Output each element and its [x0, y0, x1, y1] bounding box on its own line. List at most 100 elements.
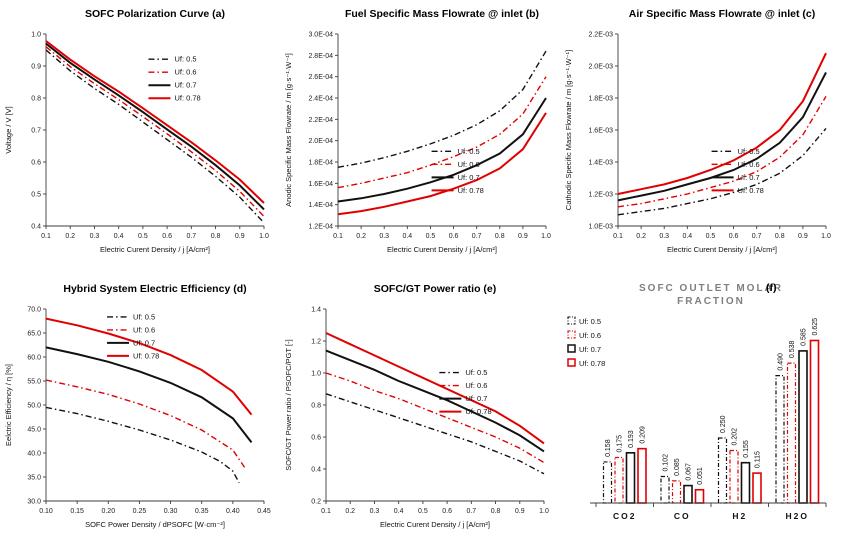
series-line-0.7 [45, 346, 253, 444]
legend-label: Uf: 0.7 [458, 173, 480, 182]
x-tick-label: 0.4 [402, 233, 412, 240]
y-axis-label: Cathodic Specific Mass Flowrate / m [g·s… [564, 50, 573, 210]
legend-label: Uf: 0.6 [174, 68, 196, 77]
y-tick-label: 1.4 [311, 307, 321, 314]
y-tick-label: 1.8E-04 [308, 160, 333, 167]
x-tick-label: 0.9 [798, 233, 808, 240]
legend-label: Uf: 0.6 [465, 381, 487, 390]
chart-title: SOFC/GT Power ratio (e) [374, 283, 497, 295]
x-tick-label: 0.5 [418, 508, 428, 515]
y-tick-label: 1.0E-03 [588, 224, 613, 231]
legend-label: Uf: 0.78 [579, 359, 605, 368]
x-tick-label: 0.3 [90, 233, 100, 240]
x-tick-label: 0.5 [138, 233, 148, 240]
bar-H2-0.6 [729, 449, 739, 504]
bar-value-label: 0.158 [605, 439, 612, 457]
legend-label: Uf: 0.6 [738, 160, 760, 169]
y-tick-label: 0.2 [311, 499, 321, 506]
chart-title-line1: SOFC OUTLET MOLAR [639, 283, 783, 294]
x-tick-label: 0.15 [70, 508, 84, 515]
bar-CO2-0.7 [625, 452, 636, 504]
legend-label: Uf: 0.5 [133, 312, 155, 321]
y-tick-label: 2.8E-04 [308, 53, 333, 60]
series-line-0.78 [337, 112, 547, 216]
x-tick-label: 0.1 [41, 233, 51, 240]
bar-H2O-0.5 [775, 374, 785, 504]
x-tick-label: 0.1 [321, 508, 331, 515]
category-label: CO2 [613, 511, 636, 521]
y-tick-label: 2.4E-04 [308, 96, 333, 103]
y-tick-label: 0.8 [311, 403, 321, 410]
bar-value-label: 0.209 [640, 426, 647, 444]
y-axis-label: SOFC/GT Power ratio / PSOFC/PGT [-] [284, 339, 293, 470]
x-axis-label: Electric Curent Density / j [A/cm²] [387, 245, 497, 254]
bar-value-label: 0.250 [720, 415, 727, 433]
bar-CO2-0.5 [602, 461, 613, 504]
y-tick-label: 1.8E-03 [588, 96, 613, 103]
legend-label: Uf: 0.6 [579, 331, 601, 340]
category-label: CO [674, 511, 691, 521]
legend-label: Uf: 0.7 [133, 338, 155, 347]
y-tick-label: 65.0 [27, 331, 41, 338]
x-tick-label: 0.6 [729, 233, 739, 240]
y-tick-label: 2.2E-03 [588, 32, 613, 39]
y-tick-label: 40.0 [27, 451, 41, 458]
chart-fuel-specific-mass-flowrate: Fuel Specific Mass Flowrate @ inlet (b) 0… [280, 2, 560, 274]
x-tick-label: 0.9 [518, 233, 528, 240]
y-tick-label: 30.0 [27, 499, 41, 506]
chart-sofc-polarization-curve: SOFC Polarization Curve (a) 0.1 0.2 0.3 0.4 0… [0, 2, 280, 274]
bar-CO-0.7 [683, 484, 693, 504]
bar-CO2-0.78 [637, 447, 647, 504]
bar-value-label: 0.067 [686, 463, 693, 481]
y-tick-label: 0.6 [311, 435, 321, 442]
series-line-0.5 [337, 50, 547, 168]
legend-swatch [567, 330, 576, 339]
y-tick-label: 50.0 [27, 403, 41, 410]
bar-value-label: 0.051 [697, 467, 704, 485]
x-tick-label: 0.6 [442, 508, 452, 515]
chart-c-svg: Air Specific Mass Flowrate @ inlet (c) 0.… [564, 8, 831, 254]
legend-label: Uf: 0.6 [458, 160, 480, 169]
x-tick-label: 0.8 [211, 233, 221, 240]
series-line-0.6 [45, 46, 265, 217]
x-tick-label: 1.0 [259, 233, 269, 240]
y-tick-label: 2.0E-04 [308, 138, 333, 145]
x-tick-label: 0.1 [333, 233, 343, 240]
bar-value-label: 0.175 [617, 435, 624, 453]
bar-CO-0.78 [694, 488, 705, 504]
bar-value-label: 0.625 [812, 318, 819, 336]
x-tick-label: 0.7 [752, 233, 762, 240]
series-line-0.6 [325, 372, 545, 464]
bar-CO-0.6 [671, 480, 682, 504]
chart-title: SOFC Polarization Curve (a) [85, 8, 225, 20]
chart-e-svg: SOFC/GT Power ratio (e)0.1 0.2 0.3 0.4 0.5 0.… [284, 283, 549, 529]
legend-label: Uf: 0.5 [579, 317, 601, 326]
chart-a-svg: SOFC Polarization Curve (a) 0.1 0.2 0.3 0.4 0… [4, 8, 269, 254]
x-tick-label: 0.4 [682, 233, 692, 240]
y-tick-label: 1.6E-03 [588, 128, 613, 135]
x-tick-label: 0.4 [394, 508, 404, 515]
bar-value-label: 0.115 [755, 451, 762, 468]
y-tick-label: 2.0E-03 [588, 64, 613, 71]
series-line-0.5 [45, 406, 240, 484]
series-line-0.7 [337, 97, 547, 203]
legend-label: Uf: 0.5 [458, 147, 480, 156]
legend-swatch [567, 358, 576, 367]
y-tick-label: 0.4 [31, 224, 41, 231]
legend-label: Uf: 0.78 [465, 407, 491, 416]
bar-CO-0.5 [660, 475, 670, 504]
x-tick-label: 0.20 [101, 508, 115, 515]
y-tick-label: 1.4E-04 [308, 202, 333, 209]
bar-H2-0.7 [740, 461, 751, 504]
bar-value-label: 0.538 [789, 340, 796, 358]
y-axis-label: Anodic Specific Mass Flowrate / m [g·s⁻¹… [284, 53, 293, 207]
y-tick-label: 3.0E-04 [308, 32, 333, 39]
legend-label: Uf: 0.78 [174, 94, 200, 103]
bar-H2O-0.7 [798, 350, 808, 504]
bar-value-label: 0.490 [778, 353, 785, 371]
y-tick-label: 60.0 [27, 355, 41, 362]
category-label: H2O [786, 511, 809, 521]
x-tick-label: 0.30 [164, 508, 178, 515]
legend-label: Uf: 0.5 [174, 55, 196, 64]
